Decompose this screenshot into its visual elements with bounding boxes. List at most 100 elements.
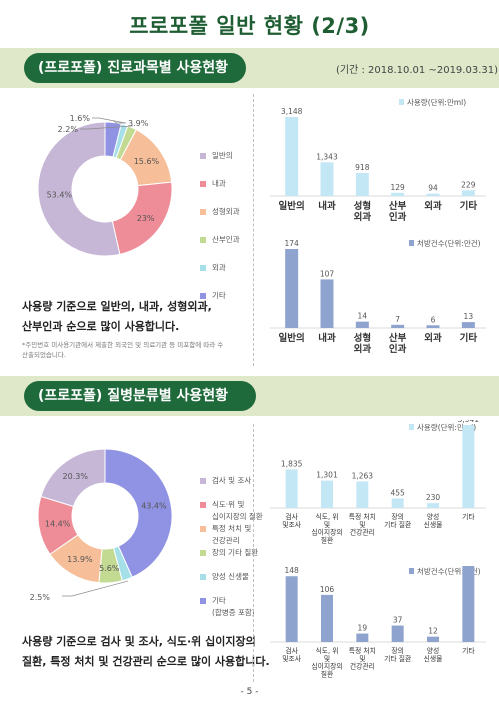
section2-divider xyxy=(253,424,254,682)
section2-summary-line2: 질환, 특정 처치 및 건강관리 순으로 많이 사용합니다. xyxy=(22,655,270,668)
disease-usage-value-label-3: 455 xyxy=(391,488,406,497)
specialty-prescription-value-label-3: 7 xyxy=(395,315,400,324)
specialty-share-legend-swatch-5 xyxy=(200,293,206,299)
section1-summary-line2: 산부인과 순으로 많이 사용합니다. xyxy=(22,320,180,333)
specialty-share-legend-label-2: 성형외과 xyxy=(212,207,240,216)
disease-prescription-value-label-4: 12 xyxy=(428,627,438,636)
disease-share-legend-swatch-5 xyxy=(200,598,206,604)
specialty-share-legend-label-1: 내과 xyxy=(212,179,226,188)
section2-title: (프로포폴) 질병분류별 사용현황 xyxy=(24,381,256,411)
disease-usage-value-label-5: 3,941 xyxy=(458,420,480,424)
section1-footnote: *주민번호 미사용기관에서 제출한 외국인 및 의료기관 등 미포함에 따라 수… xyxy=(22,340,223,360)
disease-usage-category-label-4: 양성 신생물 xyxy=(424,512,443,529)
disease-share-legend-item-3: 장의 기타 질환 xyxy=(200,547,263,559)
disease-prescription-value-label-5: 171 xyxy=(461,563,476,565)
disease-prescription-bar-chart: 처방건수(단위:만건) 148 검사 및조사 106 식도, 위 및 십이지장의 질환 19 특정 … xyxy=(270,563,486,678)
specialty-usage-category-label-1: 내과 xyxy=(318,200,336,212)
disease-share-legend-swatch-1 xyxy=(200,502,206,508)
specialty-prescription-category-label-4: 외과 xyxy=(424,332,442,344)
section1-summary-line1: 사용량 기준으로 일반의, 내과, 성형외과, xyxy=(22,300,212,313)
specialty-share-legend-item-2: 성형외과 xyxy=(200,206,240,218)
specialty-share-legend-label-4: 외과 xyxy=(212,263,226,272)
specialty-share-label-3: 2.2% xyxy=(58,125,79,134)
section1-footnote-line2: 산출되었습니다. xyxy=(22,351,66,359)
specialty-prescription-bar-5 xyxy=(461,322,475,328)
disease-share-legend-swatch-0 xyxy=(200,478,206,484)
specialty-share-legend-item-4: 외과 xyxy=(200,262,240,274)
specialty-prescription-bar-chart: 처방건수(단위:만건) 174 일반의 107 내과 14 성형 외과 7 산부 인과 6 외과 13 기타 xyxy=(270,238,486,355)
specialty-prescription-legend-label: 처방건수(단위:만건) xyxy=(417,238,481,248)
specialty-share-legend-swatch-4 xyxy=(200,265,206,271)
section1-divider xyxy=(253,94,254,366)
page-title: 프로포폴 일반 현황 (2/3) xyxy=(129,14,370,38)
disease-usage-value-label-2: 1,263 xyxy=(352,471,374,480)
disease-prescription-bar-3 xyxy=(391,625,404,642)
disease-usage-value-label-0: 1,835 xyxy=(281,459,303,468)
specialty-share-leader-5 xyxy=(113,120,126,124)
specialty-prescription-category-label-2: 성형 외과 xyxy=(354,332,372,355)
specialty-prescription-category-label-0: 일반의 xyxy=(279,332,305,344)
specialty-usage-value-label-5: 229 xyxy=(461,180,476,189)
disease-prescription-category-label-1: 식도, 위 및 십이지장의 질환 xyxy=(311,646,342,678)
specialty-prescription-category-label-1: 내과 xyxy=(318,332,336,344)
disease-share-legend-label-1: 식도·위 및 십이지장의 질환 xyxy=(212,500,263,521)
disease-prescription-category-label-5: 기타 xyxy=(462,646,475,655)
disease-share-legend: 검사 및 조사 식도·위 및 십이지장의 질환 특정 처치 및 건강관리 장의 기타 질환… xyxy=(200,475,263,619)
section1-title: (프로포폴) 진료과목별 사용현황 xyxy=(24,53,246,83)
disease-share-label-5: 43.4% xyxy=(141,502,167,511)
specialty-usage-value-label-2: 918 xyxy=(355,163,370,172)
specialty-share-slice-0 xyxy=(37,121,121,257)
disease-prescription-legend-swatch xyxy=(409,568,414,574)
specialty-share-legend-item-1: 내과 xyxy=(200,178,240,190)
specialty-prescription-category-label-5: 기타 xyxy=(460,332,478,344)
disease-share-legend-item-1: 식도·위 및 십이지장의 질환 xyxy=(200,499,263,523)
specialty-usage-category-label-2: 성형 외과 xyxy=(354,200,372,223)
specialty-usage-bar-chart: 사용량(단위:만ml) 3,148 일반의 1,343 내과 918 성형 외과 129 산부 인과… xyxy=(270,97,486,223)
specialty-share-legend-item-0: 일반의 xyxy=(200,150,240,162)
disease-share-label-0: 20.3% xyxy=(63,472,89,481)
disease-prescription-category-label-3: 장의 기타 질환 xyxy=(384,646,411,663)
disease-usage-legend-swatch xyxy=(409,424,414,430)
disease-share-legend-swatch-4 xyxy=(200,574,206,580)
specialty-usage-value-label-0: 3,148 xyxy=(281,107,303,116)
section1-footnote-line1: *주민번호 미사용기관에서 제출한 외국인 및 의료기관 등 미포함에 따라 수 xyxy=(22,341,224,349)
disease-prescription-bar-2 xyxy=(356,633,369,642)
specialty-share-label-4: 1.6% xyxy=(70,114,91,123)
disease-usage-bar-5 xyxy=(462,425,475,508)
specialty-share-label-0: 53.4% xyxy=(47,191,73,200)
disease-share-legend-swatch-3 xyxy=(200,550,206,556)
disease-prescription-category-label-4: 양성 신생물 xyxy=(424,646,443,663)
disease-usage-category-label-3: 장의 기타 질환 xyxy=(384,512,411,529)
specialty-prescription-bar-4 xyxy=(426,325,440,328)
disease-prescription-bar-4 xyxy=(427,636,439,642)
specialty-usage-value-label-3: 129 xyxy=(391,183,406,192)
disease-share-legend-swatch-2 xyxy=(200,526,206,532)
specialty-share-slice-1 xyxy=(111,181,173,255)
specialty-prescription-bar-3 xyxy=(391,324,405,328)
specialty-usage-bar-0 xyxy=(285,117,299,196)
disease-prescription-value-label-0: 148 xyxy=(285,566,300,575)
disease-share-legend-item-5: 기타 (합병증 포함) xyxy=(200,595,263,619)
disease-share-legend-label-4: 양성 신생물 xyxy=(212,572,249,581)
disease-prescription-bar-0 xyxy=(285,576,298,642)
specialty-usage-category-label-4: 외과 xyxy=(424,200,442,212)
disease-prescription-bar-1 xyxy=(321,594,333,642)
specialty-prescription-value-label-0: 174 xyxy=(285,239,300,248)
disease-usage-bar-2 xyxy=(356,481,369,508)
disease-share-legend-label-2: 특정 처치 및 건강관리 xyxy=(212,524,252,545)
section1-period: (기간 : 2018.10.01 ~2019.03.31) xyxy=(336,65,498,76)
specialty-prescription-legend-swatch xyxy=(409,240,414,246)
specialty-share-legend-label-5: 기타 xyxy=(212,291,226,300)
disease-share-legend-label-3: 장의 기타 질환 xyxy=(212,548,259,557)
disease-share-label-2: 13.9% xyxy=(67,555,93,564)
specialty-share-label-2: 15.6% xyxy=(134,157,160,166)
disease-prescription-category-label-2: 특정 처치 및 건강관리 xyxy=(349,646,376,671)
specialty-prescription-category-label-3: 산부 인과 xyxy=(389,332,407,355)
specialty-prescription-value-label-2: 14 xyxy=(358,312,368,321)
specialty-usage-category-label-0: 일반의 xyxy=(279,200,305,212)
disease-share-label-1: 14.4% xyxy=(45,520,71,529)
specialty-prescription-bar-2 xyxy=(355,321,369,328)
specialty-usage-value-label-4: 94 xyxy=(428,184,438,193)
disease-usage-category-label-2: 특정 처치 및 건강관리 xyxy=(349,512,376,537)
disease-share-label-3: 5.6% xyxy=(99,564,120,573)
